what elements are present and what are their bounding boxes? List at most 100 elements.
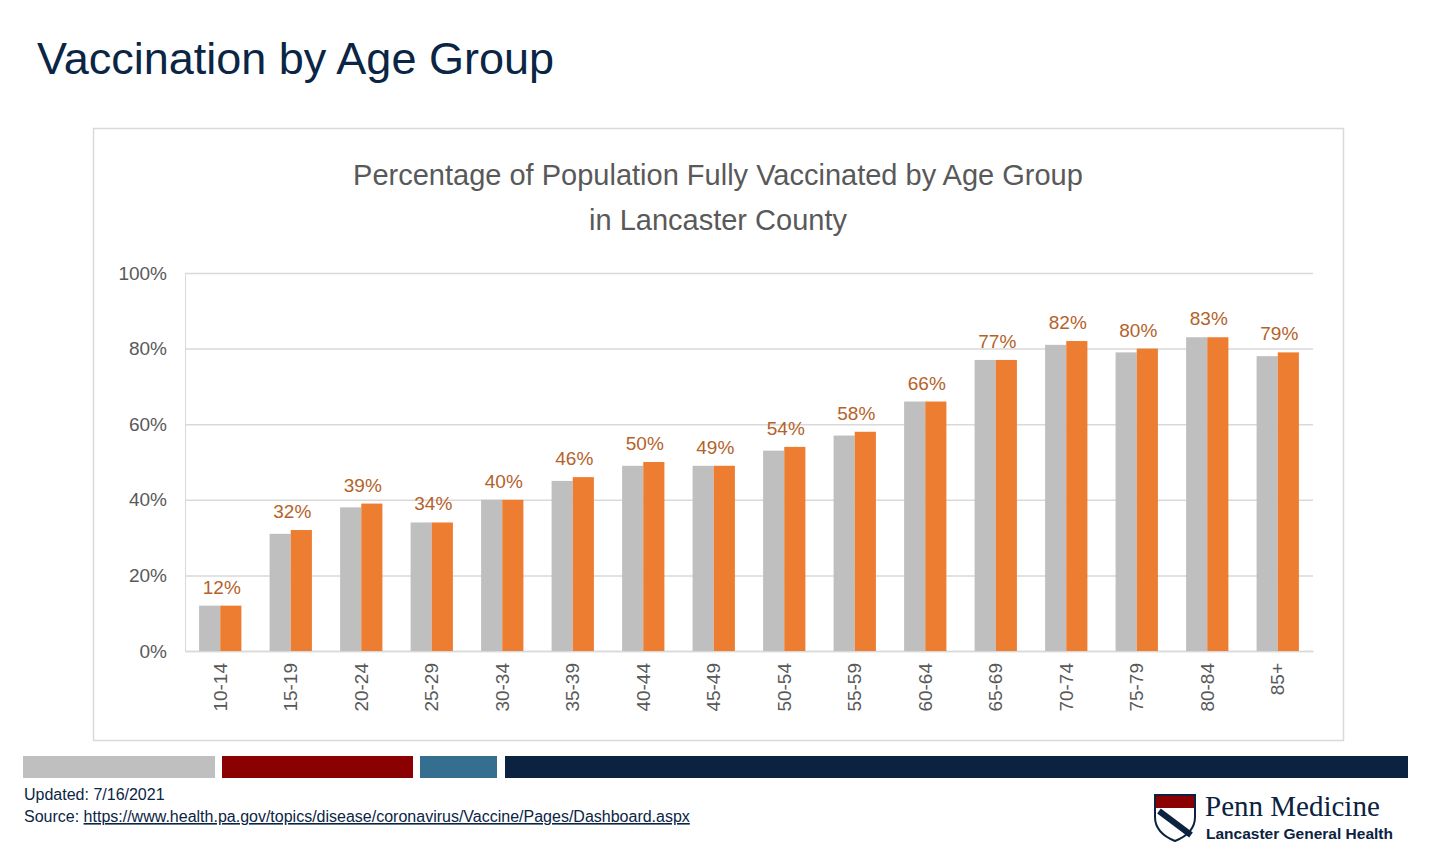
x-tick: 65-69 — [985, 651, 1006, 712]
bar — [1066, 341, 1087, 651]
x-tick-label: 65-69 — [985, 663, 1006, 712]
data-label: 83% — [1190, 308, 1228, 329]
y-tick-label: 20% — [129, 565, 167, 586]
bar — [855, 432, 876, 651]
x-tick-label: 25-29 — [421, 663, 442, 712]
x-axis: 10-14 15-19 20-24 25-29 30-34 35-39 40-44 45-49… — [186, 651, 1314, 712]
footer-band — [23, 756, 215, 778]
x-tick-label: 55-59 — [844, 663, 865, 712]
x-tick: 85+ — [1267, 651, 1288, 695]
x-tick-label: 40-44 — [633, 663, 654, 712]
slide-heading: Vaccination by Age Group — [37, 33, 554, 84]
y-tick-label: 0% — [140, 641, 168, 662]
footer-band — [505, 756, 1408, 778]
x-tick-label: 45-49 — [703, 663, 724, 712]
y-tick-label: 60% — [129, 414, 167, 435]
data-label: 32% — [273, 501, 311, 522]
x-tick-label: 80-84 — [1197, 663, 1218, 712]
bar — [622, 466, 643, 651]
logo-shield — [1155, 795, 1195, 841]
data-label: 40% — [485, 471, 523, 492]
x-tick-label: 70-74 — [1056, 663, 1077, 712]
bar — [361, 504, 382, 651]
data-label: 58% — [837, 403, 875, 424]
bar — [270, 534, 291, 651]
bar — [1137, 349, 1158, 651]
shield-outline — [1155, 795, 1195, 841]
bar — [552, 481, 573, 651]
data-label: 82% — [1049, 312, 1087, 333]
chart-title: Percentage of Population Fully Vaccinate… — [353, 159, 1083, 191]
x-tick: 70-74 — [1056, 651, 1077, 712]
x-tick-label: 15-19 — [280, 663, 301, 712]
bar — [220, 606, 241, 651]
bar — [925, 402, 946, 651]
bars — [199, 337, 1299, 651]
data-label: 50% — [626, 433, 664, 454]
bar — [1045, 345, 1066, 651]
x-tick: 60-64 — [915, 651, 936, 712]
bar — [1278, 352, 1299, 651]
data-label: 66% — [908, 373, 946, 394]
bar — [340, 507, 361, 651]
x-tick: 10-14 — [210, 651, 231, 712]
x-tick: 55-59 — [844, 651, 865, 712]
x-tick-label: 85+ — [1267, 663, 1288, 695]
x-tick-label: 60-64 — [915, 663, 936, 712]
bar — [784, 447, 805, 651]
x-tick-label: 20-24 — [351, 663, 372, 712]
footer-band — [420, 756, 497, 778]
data-label: 46% — [555, 448, 593, 469]
chart-frame — [94, 129, 1344, 741]
bar — [481, 500, 502, 651]
y-tick-label: 40% — [129, 489, 167, 510]
x-tick: 45-49 — [703, 651, 724, 712]
x-tick: 40-44 — [633, 651, 654, 712]
y-tick: 100% — [118, 263, 1313, 284]
bar — [411, 522, 432, 651]
source-note: Source: https://www.health.pa.gov/topics… — [24, 808, 690, 825]
footer-band — [222, 756, 413, 778]
x-tick: 25-29 — [421, 651, 442, 712]
bar — [432, 522, 453, 651]
bar — [763, 451, 784, 651]
x-tick-label: 10-14 — [210, 663, 231, 712]
data-label: 54% — [767, 418, 805, 439]
bar — [714, 466, 735, 651]
bar — [1116, 352, 1137, 651]
x-tick-label: 35-39 — [562, 663, 583, 712]
x-tick: 20-24 — [351, 651, 372, 712]
x-tick-label: 75-79 — [1126, 663, 1147, 712]
slide: Vaccination by Age Group Percentage of Po… — [0, 0, 1438, 862]
grid-line — [185, 273, 1313, 275]
bar — [199, 606, 220, 651]
x-tick: 50-54 — [774, 651, 795, 712]
x-tick-label: 50-54 — [774, 663, 795, 712]
bar — [502, 500, 523, 651]
bar — [643, 462, 664, 651]
bar — [834, 436, 855, 651]
y-axis-line — [186, 274, 1314, 652]
data-label: 39% — [344, 475, 382, 496]
bar — [291, 530, 312, 651]
bar — [904, 402, 925, 651]
bar — [1207, 337, 1228, 651]
chart-title: in Lancaster County — [589, 204, 847, 236]
y-axis: 0% 20% 40% 60% 80% 100% — [118, 263, 1313, 662]
logo-name: Penn Medicine — [1205, 790, 1380, 822]
y-tick-label: 100% — [118, 263, 167, 284]
updated-note: Updated: 7/16/2021 — [24, 786, 165, 803]
data-label: 80% — [1119, 320, 1157, 341]
y-tick-label: 80% — [129, 338, 167, 359]
bar — [1257, 356, 1278, 651]
x-tick: 30-34 — [492, 651, 513, 712]
data-label: 34% — [414, 493, 452, 514]
bar — [975, 360, 996, 651]
data-label: 49% — [696, 437, 734, 458]
x-tick-label: 30-34 — [492, 663, 513, 712]
bar-series — [220, 337, 1299, 651]
bar-series — [199, 337, 1278, 651]
source-url: https://www.health.pa.gov/topics/disease… — [84, 808, 690, 825]
bar — [573, 477, 594, 651]
data-label: 12% — [203, 577, 241, 598]
